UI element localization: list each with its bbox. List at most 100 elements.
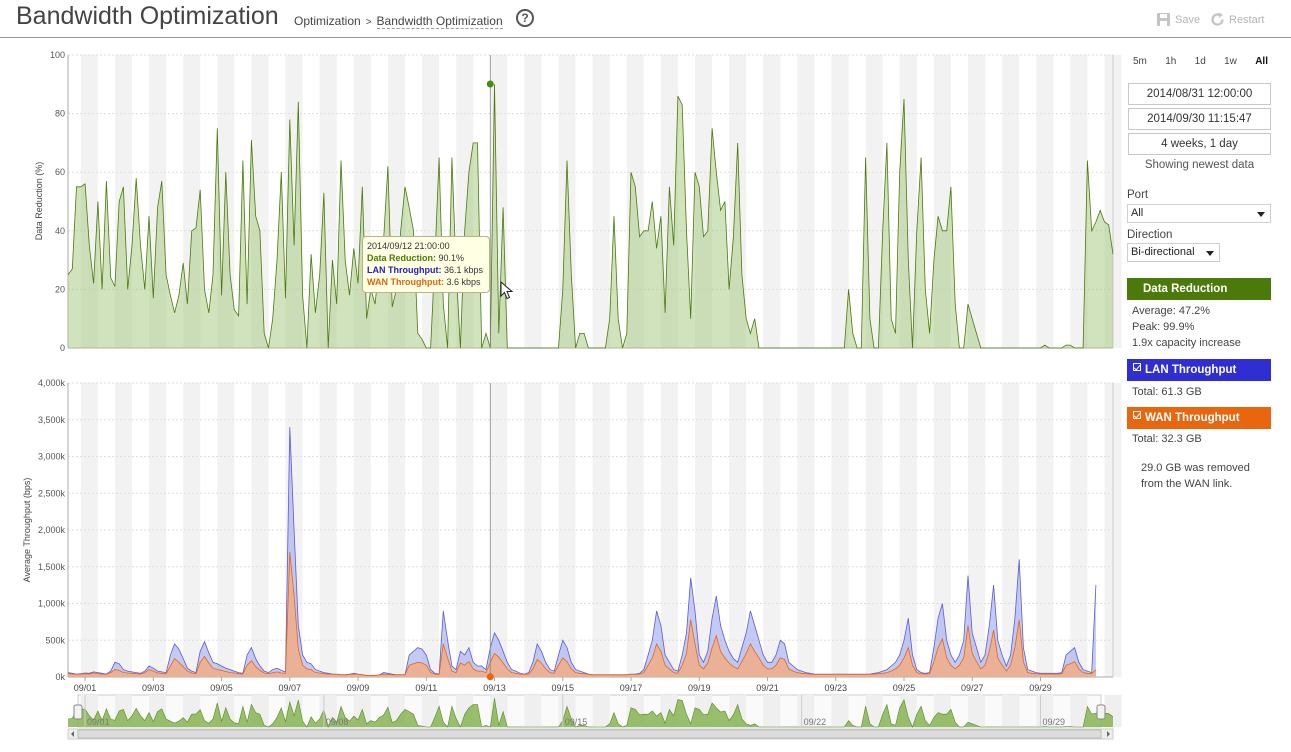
breadcrumb-optimization[interactable]: Optimization (294, 14, 361, 28)
navigator-right-handle[interactable] (1096, 704, 1106, 720)
weekday-band (763, 695, 781, 727)
showing-newest-label: Showing newest data (1144, 159, 1255, 171)
tp-axis-title: Average Throughput (bps) (22, 478, 32, 583)
x-tick-label: 09/05 (210, 683, 233, 693)
weekday-band (1036, 55, 1054, 348)
breadcrumb: Optimization > Bandwidth Optimization (294, 14, 503, 29)
weekday-band (865, 695, 883, 727)
x-tick-label: 09/11 (415, 683, 437, 693)
port-select[interactable]: All (1127, 204, 1271, 223)
help-icon[interactable]: ? (516, 9, 534, 27)
dr-highlight-point (486, 80, 494, 88)
x-tick-label: 09/29 (1029, 683, 1052, 693)
tp-ytick-label: 2,000k (38, 525, 66, 535)
caret-down-icon (1257, 212, 1265, 217)
weekday-band (490, 383, 508, 677)
range-1w[interactable]: 1w (1224, 56, 1237, 67)
arrow-right-icon (1107, 731, 1110, 737)
tooltip-dr-label: Data Reduction: (367, 253, 437, 263)
range-all[interactable]: All (1255, 56, 1268, 67)
dr-average: Average: 47.2% (1132, 305, 1211, 317)
dr-ytick-label: 60 (55, 167, 65, 177)
x-tick-label: 09/15 (552, 683, 575, 693)
scrollbar-thumb[interactable] (77, 729, 1102, 739)
range-1d[interactable]: 1d (1194, 56, 1206, 67)
navigator-area (68, 698, 1113, 727)
x-tick-label: 09/23 (824, 683, 847, 693)
duration-field[interactable]: 4 weeks, 1 day (1128, 133, 1271, 155)
breadcrumb-bandwidth-optimization[interactable]: Bandwidth Optimization (376, 14, 503, 29)
arrow-left-icon (71, 731, 74, 737)
weekday-band (558, 383, 576, 677)
tp-ytick-label: 4,000k (38, 378, 66, 388)
x-tick-label: 09/17 (620, 683, 643, 693)
data-reduction-legend[interactable]: Data Reduction (1127, 278, 1271, 300)
wan-throughput-label: WAN Throughput (1145, 412, 1240, 424)
navigator-tick-label: 09/15 (565, 717, 588, 727)
weekday-band (1070, 55, 1088, 348)
navigator-tick-label: 09/22 (804, 717, 827, 727)
weekday-band (353, 383, 371, 677)
weekday-band (695, 383, 713, 677)
weekday-band (1070, 383, 1088, 677)
save-button[interactable]: Save (1156, 12, 1200, 27)
weekday-band (967, 695, 986, 727)
navigator-tick-label: 09/29 (1042, 717, 1065, 727)
range-1h[interactable]: 1h (1165, 56, 1177, 67)
dr-peak: Peak: 99.9% (1132, 321, 1195, 333)
start-time-field[interactable]: 2014/08/31 12:00:00 (1128, 83, 1271, 105)
weekday-band (865, 55, 883, 348)
tooltip-time: 2014/09/12 21:00:00 (367, 241, 450, 251)
weekday-band (831, 695, 849, 727)
x-tick-label: 09/03 (142, 683, 165, 693)
restart-label: Restart (1229, 13, 1265, 26)
weekday-band (831, 55, 849, 348)
weekday-band (1070, 695, 1088, 727)
charts-area[interactable]: 0 20 40 60 80 100 Data Reduction (%) 0k 500k 1,00… (0, 40, 1122, 752)
data-reduction-label: Data Reduction (1143, 283, 1228, 295)
lan-throughput-legend[interactable]: LAN Throughput (1127, 359, 1271, 381)
x-tick-label: 09/27 (961, 683, 984, 693)
tooltip-lan-value: 36.1 kbps (444, 265, 484, 275)
weekday-band (422, 383, 440, 677)
navigator-left-handle[interactable] (73, 704, 83, 720)
checkbox-icon[interactable] (1133, 363, 1141, 371)
navigator-tick-label: 09/01 (87, 717, 110, 727)
floppy-disk-icon (1157, 13, 1170, 26)
restart-button[interactable]: Restart (1210, 12, 1264, 27)
weekday-band (1002, 55, 1020, 348)
restart-icon (1211, 12, 1224, 26)
direction-select[interactable]: Bi-directional (1127, 243, 1220, 262)
weekday-band (183, 383, 201, 677)
removed-summary: 29.0 GB was removed from the WAN link. (1141, 462, 1250, 490)
top-chart-bands (80, 55, 1122, 348)
port-label: Port (1127, 189, 1149, 201)
range-5m[interactable]: 5m (1133, 56, 1147, 67)
dr-ytick-label: 80 (55, 109, 65, 119)
tooltip-lan-label: LAN Throughput: (367, 265, 442, 275)
weekday-band (114, 383, 132, 677)
page-header: Bandwidth Optimization Optimization > Band… (0, 0, 1291, 38)
tp-ytick-label: 500k (45, 635, 65, 645)
weekday-band (967, 55, 986, 348)
navigator-bands (80, 695, 1122, 727)
data-reduction-line (67, 84, 1114, 349)
weekday-band (797, 55, 815, 348)
tp-ytick-label: 1,000k (38, 599, 66, 609)
tooltip-wan-value: 3.6 kbps (446, 277, 481, 287)
end-time-field[interactable]: 2014/09/30 11:15:47 (1128, 108, 1271, 130)
caret-down-icon (1206, 251, 1214, 256)
checkbox-icon[interactable] (1133, 411, 1141, 419)
direction-label: Direction (1127, 229, 1173, 241)
mouse-cursor-icon (500, 281, 514, 300)
wan-throughput-legend[interactable]: WAN Throughput (1127, 407, 1271, 429)
weekday-band (524, 695, 542, 727)
weekday-band (1002, 383, 1020, 677)
navigator-line (67, 698, 1114, 728)
dr-capacity: 1.9x capacity increase (1132, 337, 1241, 349)
weekday-band (933, 383, 951, 677)
wan-throughput-area (68, 552, 1096, 677)
navigator-tick-label: 09/08 (326, 717, 349, 727)
chevron-right-icon: > (365, 17, 372, 28)
dr-ytick-label: 100 (50, 50, 65, 60)
